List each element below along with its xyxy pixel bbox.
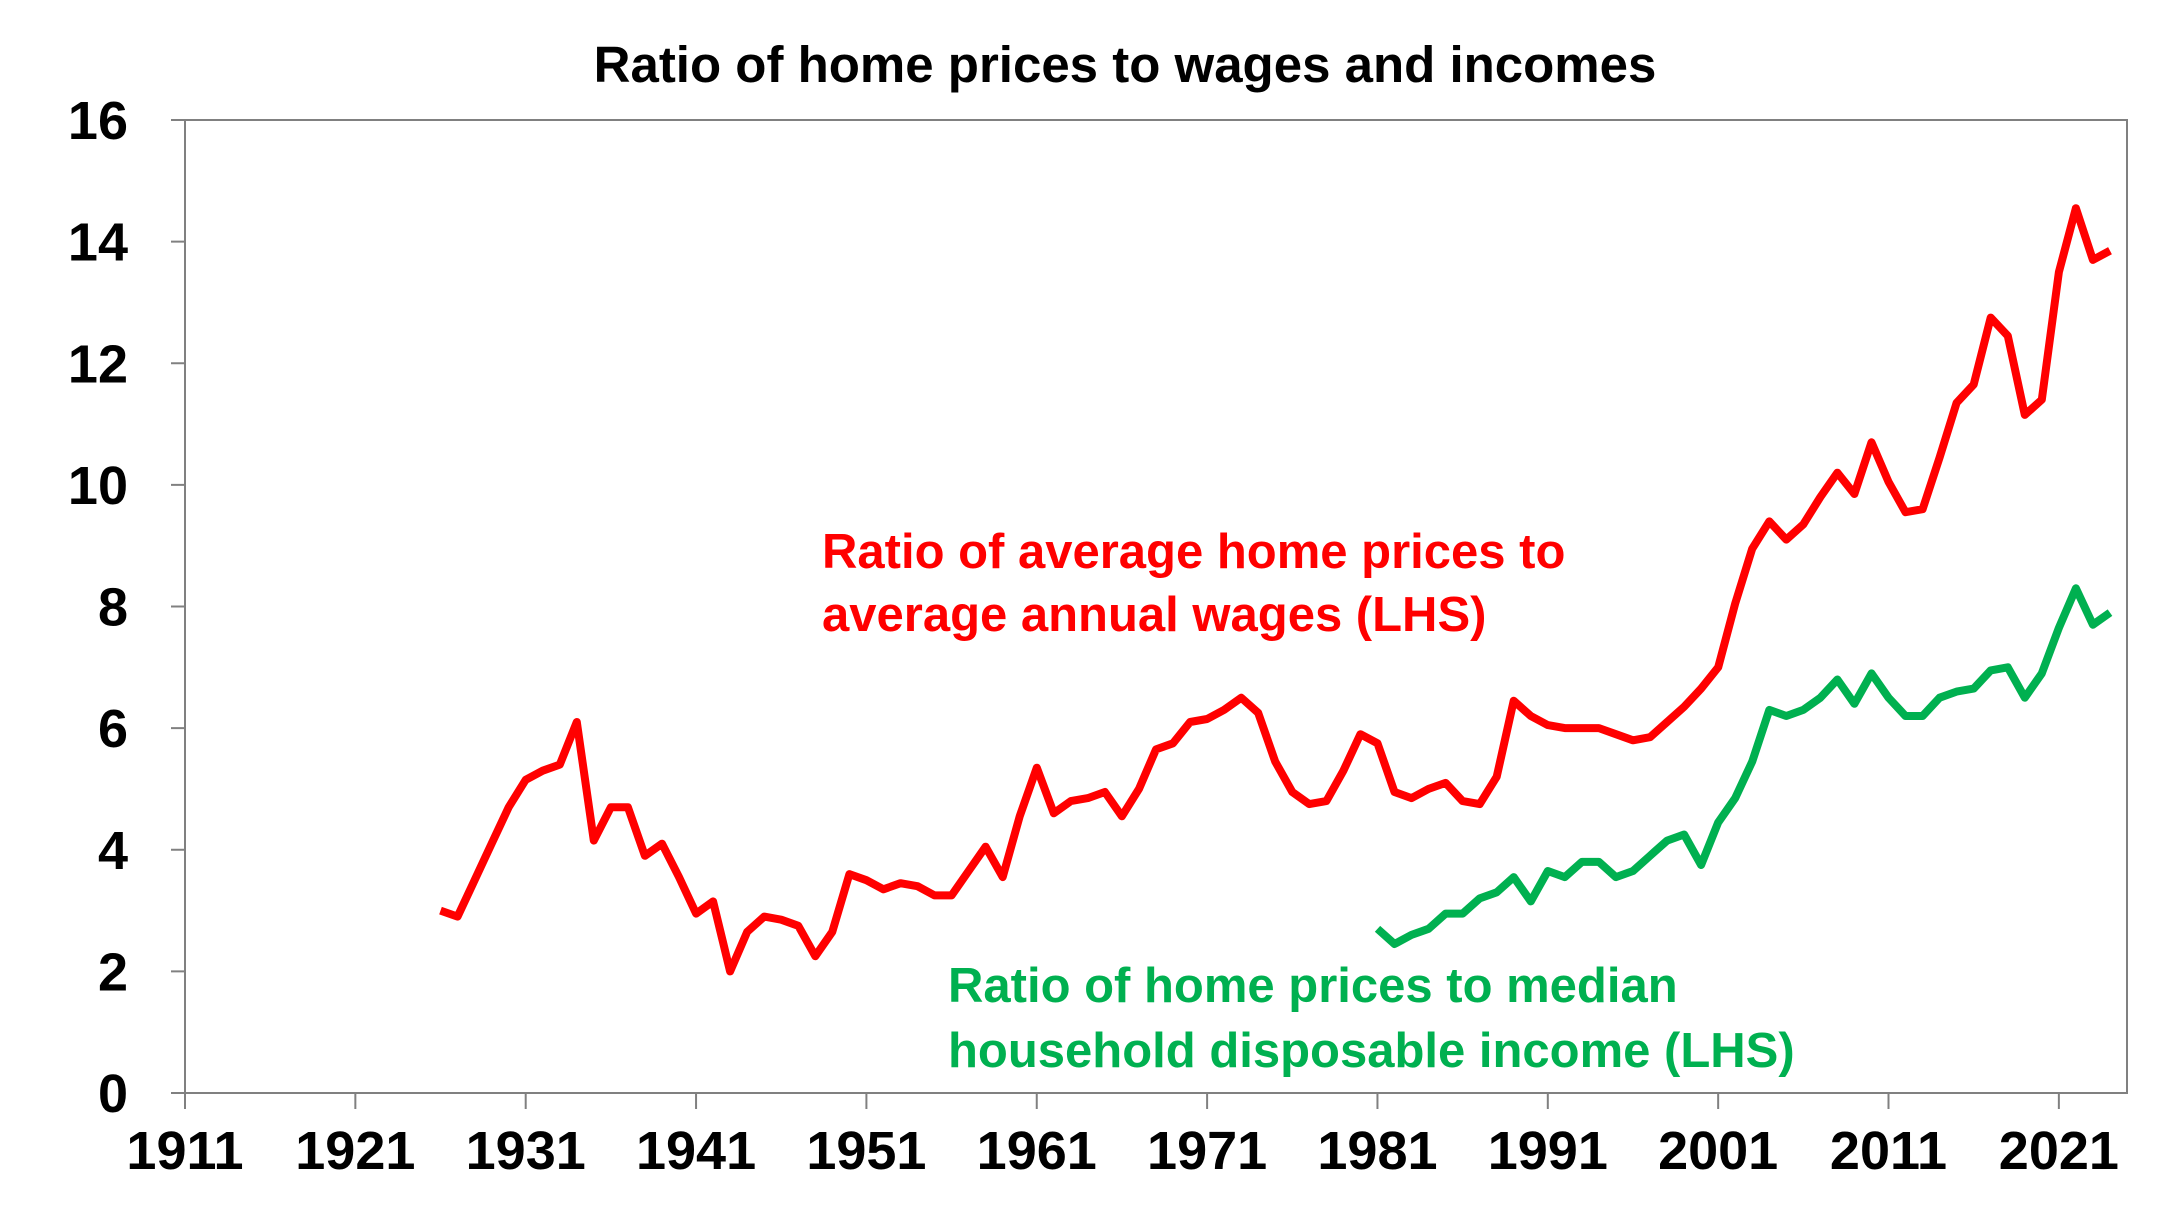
- y-tick-label: 12: [68, 334, 128, 394]
- x-tick-label: 1981: [1317, 1121, 1437, 1181]
- y-tick-label: 4: [98, 821, 128, 881]
- series-1-line: [439, 204, 2112, 976]
- x-tick-label: 1911: [126, 1121, 243, 1181]
- x-tick-label: 1941: [636, 1121, 756, 1181]
- series-2-annotation-line-1: Ratio of home prices to median: [948, 959, 1678, 1013]
- x-tick-label: 1951: [806, 1121, 926, 1181]
- x-tick-label: 1991: [1488, 1121, 1608, 1181]
- x-tick-label: 2001: [1658, 1121, 1778, 1181]
- y-tick-label: 0: [98, 1064, 128, 1124]
- series-1-annotation-line-1: Ratio of average home prices to: [822, 525, 1565, 579]
- y-tick-label: 6: [98, 699, 128, 759]
- series-2-annotation-line-2: household disposable income (LHS): [948, 1024, 1795, 1078]
- x-tick-label: 2011: [1830, 1121, 1947, 1181]
- y-tick-label: 2: [98, 942, 128, 1002]
- series-1-annotation-line-2: average annual wages (LHS): [822, 588, 1486, 642]
- x-axis: 1911 1921 1931 1941 1951 1961 1971 1981 1991 2001…: [126, 1093, 2119, 1181]
- y-tick-label: 14: [68, 213, 128, 273]
- y-tick-label: 8: [98, 578, 128, 638]
- x-tick-label: 2021: [1999, 1121, 2119, 1181]
- x-tick-label: 1971: [1147, 1121, 1267, 1181]
- x-tick-label: 1921: [295, 1121, 415, 1181]
- series-2-line: [1374, 584, 2113, 948]
- series-layer: [439, 204, 2113, 976]
- y-axis: 0 2 4 6 8 10 12 14 16: [68, 91, 185, 1124]
- x-tick-label: 1931: [466, 1121, 586, 1181]
- x-tick-label: 1961: [977, 1121, 1097, 1181]
- y-tick-label: 16: [68, 91, 128, 151]
- y-tick-label: 10: [68, 456, 128, 516]
- chart-title: Ratio of home prices to wages and income…: [594, 36, 1657, 93]
